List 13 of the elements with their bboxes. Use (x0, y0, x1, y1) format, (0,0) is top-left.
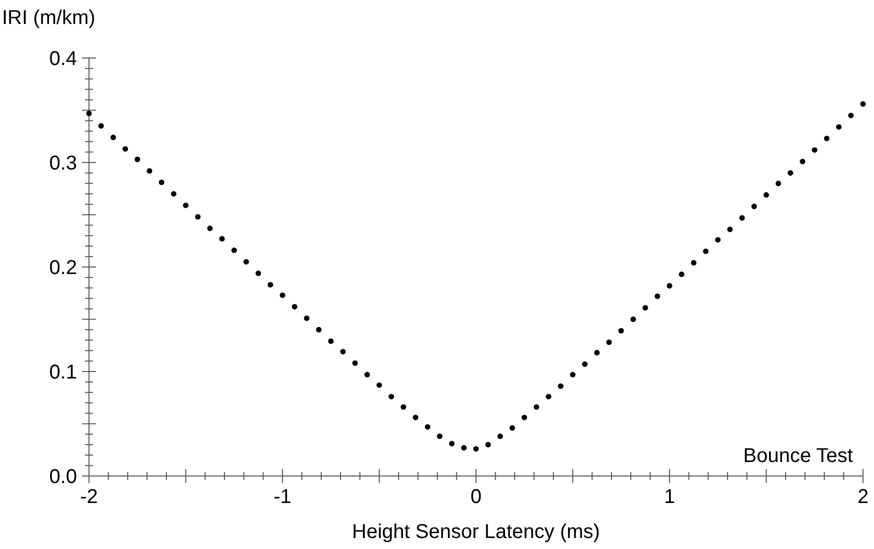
y-tick-label: 0.1 (49, 362, 77, 384)
x-axis-title: Height Sensor Latency (ms) (352, 521, 600, 543)
x-tick-label: 2 (857, 486, 869, 508)
x-tick-label: 0 (470, 486, 482, 508)
x-tick-label: -2 (80, 486, 98, 508)
x-tick-label: -1 (274, 486, 292, 508)
y-axis-title: IRI (m/km) (2, 7, 96, 29)
x-tick-label: 1 (664, 486, 676, 508)
y-tick-label: 0.3 (49, 152, 77, 174)
y-tick-label: 0.2 (49, 257, 77, 279)
y-tick-label: 0.4 (49, 48, 77, 70)
annotation: Bounce Test (743, 445, 854, 467)
y-tick-label: 0.0 (49, 466, 77, 488)
